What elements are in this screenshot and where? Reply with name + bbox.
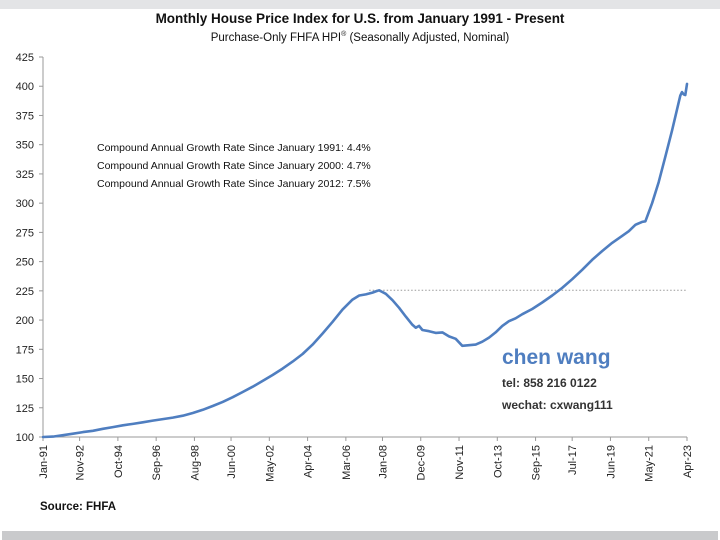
x-tick-label: Aug-98 — [189, 445, 201, 480]
chart-title: Monthly House Price Index for U.S. from … — [155, 11, 565, 26]
top-decorative-band — [0, 0, 720, 9]
source-note: Source: FHFA — [40, 501, 117, 513]
x-tick-label: Nov-92 — [75, 445, 87, 480]
y-tick-label: 425 — [16, 52, 34, 64]
y-tick-label: 175 — [16, 344, 34, 356]
watermark-name: chen wang — [502, 346, 611, 369]
cagr-annotation-2000: Compound Annual Growth Rate Since Januar… — [97, 160, 371, 172]
subtitle-tail: (Seasonally Adjusted, Nominal) — [346, 31, 510, 44]
y-tick-label: 300 — [16, 198, 34, 210]
y-tick-label: 100 — [16, 432, 34, 444]
x-tick-label: Mar-06 — [341, 445, 353, 480]
y-tick-label: 400 — [16, 81, 34, 93]
x-tick-label: Nov-11 — [454, 445, 466, 480]
y-tick-label: 150 — [16, 374, 34, 386]
y-tick-label: 250 — [16, 257, 34, 269]
watermark-tel: tel: 858 216 0122 — [502, 376, 597, 390]
registered-mark: ® — [341, 31, 347, 38]
x-axis: Jan-91 Nov-92 Oct-94 Sep-96 Aug-98 Jun-00 May-… — [38, 436, 694, 482]
x-tick-label: Apr-04 — [303, 445, 315, 478]
y-tick-label: 375 — [16, 110, 34, 122]
watermark-wechat: wechat: cxwang111 — [501, 398, 613, 412]
cagr-annotations: Compound Annual Growth Rate Since Januar… — [97, 142, 371, 190]
x-tick-label: Dec-09 — [416, 445, 428, 480]
chart-subtitle: Purchase-Only FHFA HPI® (Seasonally Adju… — [0, 31, 720, 44]
bottom-decorative-band — [2, 531, 718, 540]
x-tick-label: Jan-91 — [38, 445, 50, 479]
x-tick-label: Sep-96 — [151, 445, 163, 480]
y-tick-label: 350 — [16, 140, 34, 152]
y-axis: 100 125 150 175 200 225 250 275 300 325 350 375 400 4… — [16, 52, 44, 444]
subtitle-main: Purchase-Only FHFA HPI — [210, 31, 342, 44]
x-tick-label: Oct-13 — [492, 445, 504, 478]
x-tick-label: May-02 — [264, 445, 276, 482]
x-tick-label: Jun-00 — [226, 445, 238, 479]
watermark: chen wang tel: 858 216 0122 wechat: cxwa… — [501, 346, 613, 412]
y-tick-label: 325 — [16, 169, 34, 181]
y-tick-label: 225 — [16, 286, 34, 298]
x-tick-label: May-21 — [644, 445, 656, 482]
x-tick-label: Jul-17 — [567, 445, 579, 475]
cagr-annotation-2012: Compound Annual Growth Rate Since Januar… — [97, 178, 371, 190]
series-line-hpi — [41, 82, 689, 439]
x-tick-label: Apr-23 — [682, 445, 694, 478]
x-tick-label: Jun-19 — [605, 445, 617, 479]
y-tick-label: 125 — [16, 403, 34, 415]
y-tick-label: 275 — [16, 227, 34, 239]
y-tick-label: 200 — [16, 315, 34, 327]
x-tick-label: Oct-94 — [113, 445, 125, 478]
cagr-annotation-1991: Compound Annual Growth Rate Since Januar… — [97, 142, 371, 154]
x-tick-label: Jan-08 — [377, 445, 389, 479]
x-tick-label: Sep-15 — [531, 445, 543, 480]
